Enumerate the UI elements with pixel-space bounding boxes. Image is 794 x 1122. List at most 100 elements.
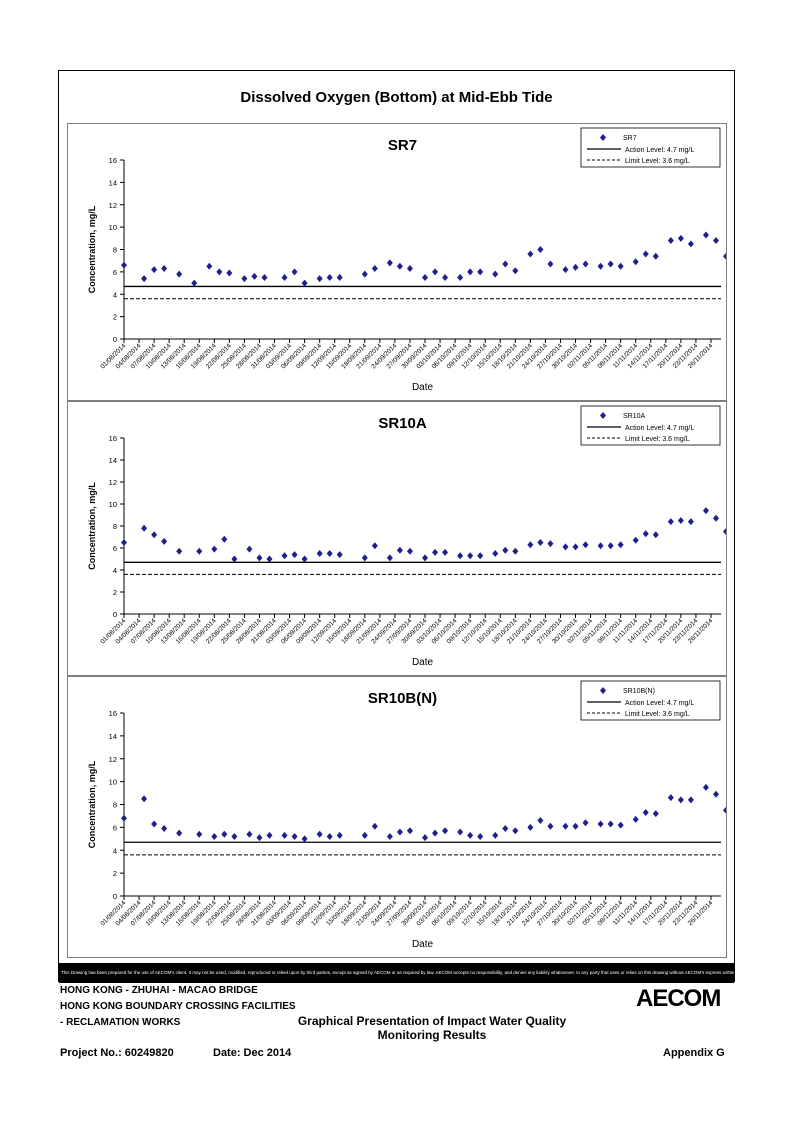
data-point	[151, 820, 158, 828]
page-title: Dissolved Oxygen (Bottom) at Mid-Ebb Tid…	[240, 89, 553, 106]
data-point	[231, 555, 238, 563]
data-point	[361, 554, 368, 562]
data-point	[652, 252, 659, 260]
data-point	[457, 273, 464, 281]
data-point	[512, 547, 519, 555]
caption-line1: Graphical Presentation of Impact Water Q…	[297, 1014, 567, 1028]
data-point	[562, 266, 569, 274]
data-point	[336, 831, 343, 839]
y-tick-label: 8	[113, 801, 117, 810]
data-point	[371, 265, 378, 273]
data-point	[316, 830, 323, 838]
y-tick-label: 0	[113, 892, 117, 901]
legend-label-series: SR10B(N)	[623, 688, 655, 695]
data-point	[677, 234, 684, 242]
disclaimer-bar: This Drawing has been prepared for the u…	[59, 963, 734, 983]
y-tick-label: 12	[109, 478, 117, 487]
y-tick-label: 12	[109, 201, 117, 210]
data-point	[361, 270, 368, 278]
project-name-line3: - RECLAMATION WORKS	[60, 1017, 181, 1028]
y-tick-label: 10	[109, 223, 117, 232]
y-tick-label: 8	[113, 522, 117, 531]
data-point	[537, 539, 544, 546]
data-point	[266, 555, 273, 563]
data-point	[141, 524, 148, 532]
data-point	[477, 552, 484, 560]
project-name-line1: HONG KONG - ZHUHAI - MACAO BRIDGE	[60, 985, 258, 996]
data-point	[632, 536, 639, 544]
data-point	[291, 268, 298, 276]
data-point	[422, 834, 429, 842]
y-tick-label: 16	[109, 709, 117, 718]
y-tick-label: 4	[113, 290, 117, 299]
data-point	[241, 275, 248, 283]
data-point	[246, 830, 253, 838]
data-point	[406, 827, 413, 835]
data-point	[211, 833, 218, 841]
data-point	[291, 551, 298, 559]
y-tick-label: 0	[113, 335, 117, 344]
data-point	[702, 231, 709, 239]
data-point	[256, 554, 263, 562]
data-point	[582, 541, 589, 549]
data-point	[432, 829, 439, 837]
chart-panel-sr10bn: SR10B(N) 0 2 4 6 8 10 12 14 16 Concentration, mg/L…	[67, 676, 727, 958]
data-point	[301, 835, 308, 843]
project-number: Project No.: 60249820	[60, 1047, 174, 1059]
y-tick-label: 6	[113, 823, 117, 832]
y-tick-label: 2	[113, 588, 117, 597]
x-axis-label: Date	[412, 382, 434, 393]
data-point	[502, 260, 509, 268]
data-point	[547, 822, 554, 830]
data-point	[442, 273, 449, 281]
data-point	[677, 517, 684, 524]
legend-marker	[600, 412, 606, 419]
data-point	[422, 273, 429, 281]
data-point	[336, 551, 343, 559]
data-point	[246, 545, 253, 553]
data-point	[667, 518, 674, 526]
data-point	[677, 796, 684, 804]
data-point	[632, 815, 639, 823]
data-point	[221, 830, 228, 838]
y-tick-label: 4	[113, 846, 117, 855]
y-tick-label: 8	[113, 246, 117, 255]
legend-label-series: SR7	[623, 135, 637, 142]
data-point	[457, 552, 464, 560]
data-point	[281, 552, 288, 560]
data-point	[176, 547, 183, 555]
y-tick-label: 10	[109, 778, 117, 787]
data-point	[712, 514, 719, 522]
data-point	[121, 261, 127, 269]
data-point	[642, 809, 649, 817]
data-point	[457, 828, 464, 836]
data-point	[161, 825, 168, 833]
data-point	[336, 273, 343, 281]
legend-marker	[600, 687, 606, 694]
data-point	[723, 806, 726, 814]
chart-title: SR10B(N)	[368, 690, 437, 707]
chart-panel-sr10a: SR10A 0 2 4 6 8 10 12 14 16 Concentration, mg/L 01/…	[67, 401, 727, 676]
y-tick-label: 2	[113, 869, 117, 878]
y-axis-label: Concentration, mg/L	[87, 482, 97, 570]
data-point	[196, 830, 203, 838]
data-point	[477, 833, 484, 841]
data-point	[406, 547, 413, 555]
data-point	[572, 543, 579, 551]
data-point	[597, 262, 604, 270]
data-point	[562, 822, 569, 830]
data-point	[396, 828, 403, 836]
x-axis-label: Date	[412, 939, 434, 950]
data-point	[406, 265, 413, 273]
y-tick-label: 6	[113, 268, 117, 277]
data-point	[527, 250, 534, 258]
data-point	[642, 530, 649, 538]
data-point	[281, 273, 288, 281]
data-point	[712, 237, 719, 245]
project-name-line2: HONG KONG BOUNDARY CROSSING FACILITIES	[60, 1001, 296, 1012]
data-point	[442, 827, 449, 835]
data-point	[121, 814, 127, 822]
data-point	[216, 268, 223, 276]
legend-label-action: Action Level: 4.7 mg/L	[625, 147, 694, 154]
